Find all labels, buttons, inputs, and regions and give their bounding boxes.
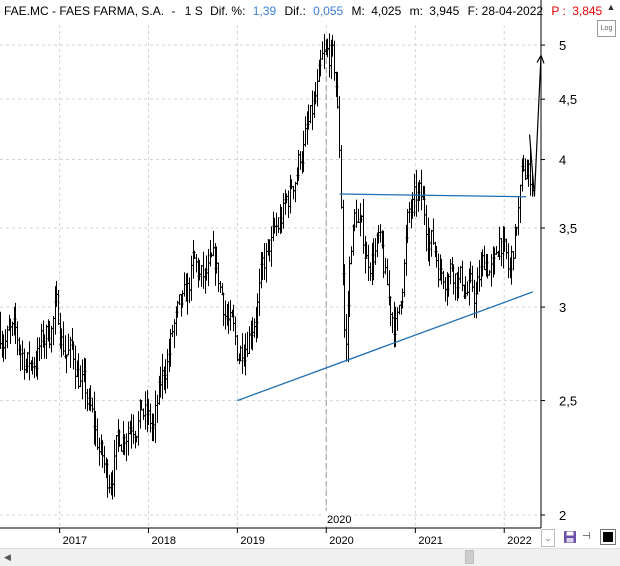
y-tick-label: 5 [559, 38, 566, 53]
ticker-label: FAE.MC - FAES FARMA, S.A. [4, 4, 164, 18]
projection-path [528, 55, 542, 197]
dif-pct-label: Dif. %: [210, 4, 245, 18]
min-label: m: [410, 4, 423, 18]
resistance-line [339, 193, 527, 198]
scroll-up-icon[interactable]: ▲ [606, 2, 616, 12]
cursor-label-bg [324, 511, 354, 526]
period-label: 1 S [185, 4, 203, 18]
svg-text:FAE.MC - FAES FARMA, S.A.: FAE.MC - FAES FARMA, S.A. - 1 S Dif. %: … [4, 4, 603, 18]
x-tick-label: 2020 [329, 535, 353, 547]
x-axis: 2017 2018 2019 2020 2021 2022 [59, 528, 532, 547]
x-tick-label: 2019 [240, 535, 264, 547]
date-label: F: 28-04-2022 [468, 4, 544, 18]
y-tick-label: 3 [559, 300, 566, 315]
dif-value: 0,055 [313, 4, 343, 18]
y-tick-label: 3,5 [559, 221, 577, 236]
trendline-line [237, 291, 533, 402]
y-axis: 2 2,5 3 3,5 4 4,5 5 [541, 38, 577, 523]
x-tick-label: 2017 [63, 535, 87, 547]
max-label: M: [352, 4, 365, 18]
y-tick-label: 2,5 [559, 394, 577, 409]
y-tick-label: 4,5 [559, 92, 577, 107]
dif-pct-value: 1,39 [253, 4, 277, 18]
chevron-down-icon[interactable]: ⌄ [541, 529, 555, 547]
x-tick-label: 2018 [152, 535, 176, 547]
save-icon[interactable] [563, 530, 577, 544]
pin-icon[interactable]: ⊣ [582, 531, 591, 542]
header-separator: - [171, 4, 175, 18]
color-swatch-icon [603, 532, 613, 542]
max-value: 4,025 [371, 4, 401, 18]
dif-label: Dif.: [284, 4, 305, 18]
log-scale-button[interactable]: Log [597, 20, 616, 37]
min-value: 3,945 [429, 4, 459, 18]
color-swatch-button[interactable] [600, 529, 616, 545]
y-tick-label: 4 [559, 153, 566, 168]
horizontal-scrollbar[interactable] [0, 548, 620, 566]
annotations [237, 54, 545, 402]
scrollbar-thumb[interactable] [465, 550, 474, 564]
log-button-label: Log [600, 25, 613, 32]
y-tick-label: 2 [559, 508, 566, 523]
x-tick-label: 2022 [507, 535, 531, 547]
price-value: 3,845 [572, 4, 602, 18]
x-tick-label: 2021 [418, 535, 442, 547]
chevron-left-icon[interactable]: ◀ [4, 552, 11, 562]
price-label: P : [551, 4, 565, 18]
price-bars [0, 33, 535, 500]
cursor-date-label: 2020 [327, 514, 351, 526]
